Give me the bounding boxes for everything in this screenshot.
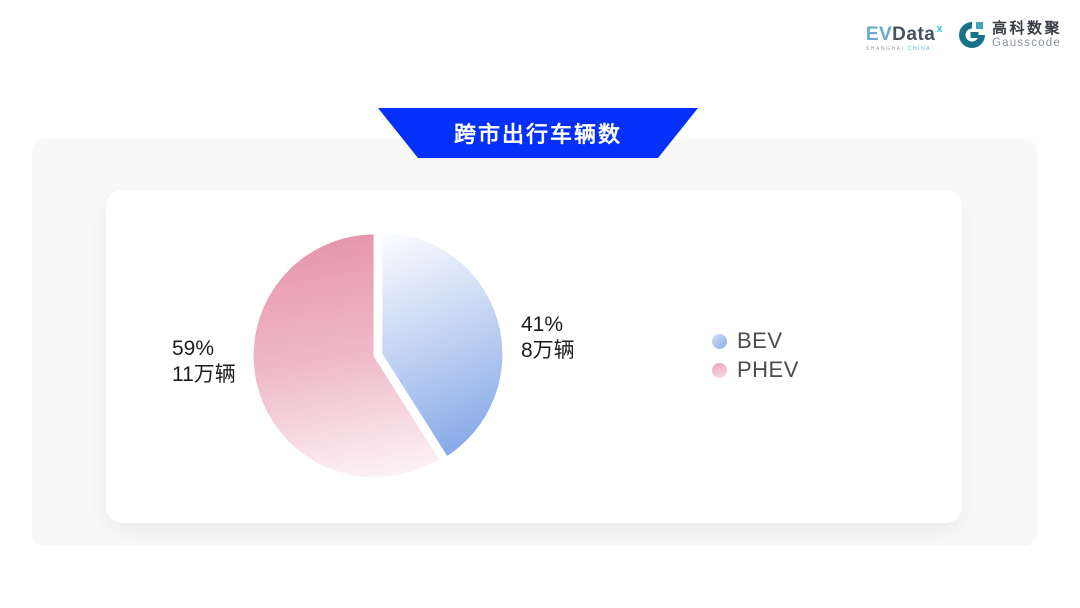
evdata-logo: EVDatax SHANGHAI CHINA: [866, 20, 943, 52]
label-phev-percent: 59%: [172, 337, 215, 360]
legend-dot-phev-icon: [712, 362, 727, 378]
gausscode-en-label: Gausscode: [991, 37, 1061, 50]
label-phev-amount: 11万辆: [172, 363, 236, 386]
chart-title: 跨市出行车辆数: [453, 122, 622, 147]
gausscode-g-icon: [958, 22, 985, 48]
evdata-subtext-left: SHANGHAI: [865, 46, 905, 52]
legend-item-bev[interactable]: BEV: [712, 328, 799, 353]
legend-dot-bev-icon: [712, 333, 727, 349]
legend-label-phev: PHEV: [737, 357, 799, 382]
chart-card: [106, 190, 962, 523]
evdata-superscript: x: [936, 23, 943, 35]
chart-legend: BEV PHEV: [712, 328, 799, 382]
label-phev: 59% 11万辆: [172, 336, 236, 388]
evdata-subtext: SHANGHAI CHINA: [866, 47, 943, 52]
header-logos: EVDatax SHANGHAI CHINA 高科数聚 Gausscode: [866, 20, 1062, 52]
pie-slice-bev[interactable]: [379, 229, 506, 460]
evdata-data-text: Data: [892, 24, 936, 45]
gausscode-text: 高科数聚 Gausscode: [992, 20, 1062, 50]
gausscode-cn-label: 高科数聚: [991, 20, 1062, 38]
label-bev-amount: 8万辆: [521, 339, 575, 362]
pie-slice-phev[interactable]: [250, 231, 443, 481]
legend-item-phev[interactable]: PHEV: [712, 357, 799, 382]
chart-title-banner: 跨市出行车辆数: [378, 108, 698, 158]
label-bev-percent: 41%: [521, 313, 564, 336]
evdata-logo-text: EVDatax: [865, 23, 943, 45]
evdata-ev-text: EV: [865, 24, 893, 45]
legend-label-bev: BEV: [737, 328, 783, 353]
label-bev: 41% 8万辆: [521, 312, 575, 364]
pie-chart: [248, 225, 508, 485]
gausscode-logo: 高科数聚 Gausscode: [957, 20, 1062, 50]
evdata-subtext-right: CHINA: [907, 46, 932, 52]
